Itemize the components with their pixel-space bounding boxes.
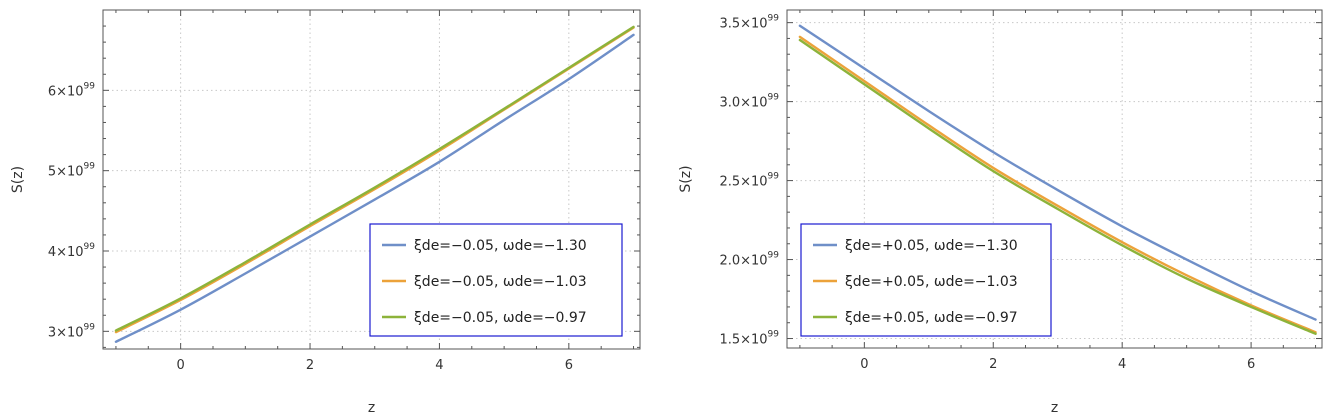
y-tick-label: 3.5×1099 — [719, 14, 779, 32]
y-tick-label: 5×1099 — [48, 162, 95, 180]
y-tick-label: 3×1099 — [48, 322, 95, 340]
y-tick-label: 2.5×1099 — [719, 172, 779, 190]
series-line-1 — [114, 33, 635, 343]
legend: ξde=+0.05, ωde=−1.30 ξde=+0.05, ωde=−1.03… — [800, 223, 1052, 337]
x-tick-label: 2 — [989, 357, 997, 372]
series-line-2 — [798, 35, 1317, 334]
y-tick-label: 6×1099 — [48, 81, 95, 99]
y-tick-label: 1.5×1099 — [719, 330, 779, 348]
y-axis-title: S(z) — [10, 166, 26, 193]
x-tick-label: 0 — [860, 357, 868, 372]
x-tick-label: 6 — [1247, 357, 1255, 372]
plot-frame — [102, 9, 641, 350]
x-axis-title: z — [1051, 400, 1058, 416]
x-axis-title: z — [368, 400, 375, 416]
legend-label: ξde=−0.05, ωde=−1.30 — [414, 238, 587, 254]
legend-label: ξde=+0.05, ωde=−0.97 — [845, 310, 1018, 326]
y-tick-label: 2.0×1099 — [719, 251, 779, 269]
legend-label: ξde=−0.05, ωde=−0.97 — [414, 310, 587, 326]
y-tick-label: 3.0×1099 — [719, 93, 779, 111]
legend-label: ξde=−0.05, ωde=−1.03 — [414, 274, 587, 290]
legend-box — [369, 223, 623, 337]
chart-2: 0 2 4 6 1.5×1099 2.0×1099 2.5×1099 3.0×1099 3.5×… — [678, 9, 1323, 416]
series-line-1 — [798, 24, 1317, 321]
legend-box — [800, 223, 1052, 337]
x-tick-label: 6 — [565, 358, 573, 373]
series-line-3 — [114, 25, 635, 332]
legend: ξde=−0.05, ωde=−1.30 ξde=−0.05, ωde=−1.03… — [369, 223, 623, 337]
x-tick-label: 0 — [176, 358, 184, 373]
chart-1: 0 2 4 6 3×1099 4×1099 5×1099 6×1099 z S(z) ξde=−0.… — [10, 9, 641, 416]
y-tick-label: 4×1099 — [48, 242, 95, 260]
x-tick-label: 4 — [435, 358, 443, 373]
x-tick-label: 4 — [1118, 357, 1126, 372]
plot-frame — [786, 9, 1323, 349]
x-tick-label: 2 — [306, 358, 314, 373]
legend-label: ξde=+0.05, ωde=−1.30 — [845, 238, 1018, 254]
legend-label: ξde=+0.05, ωde=−1.03 — [845, 274, 1018, 290]
y-axis-title: S(z) — [678, 165, 694, 192]
series-line-3 — [798, 38, 1317, 335]
